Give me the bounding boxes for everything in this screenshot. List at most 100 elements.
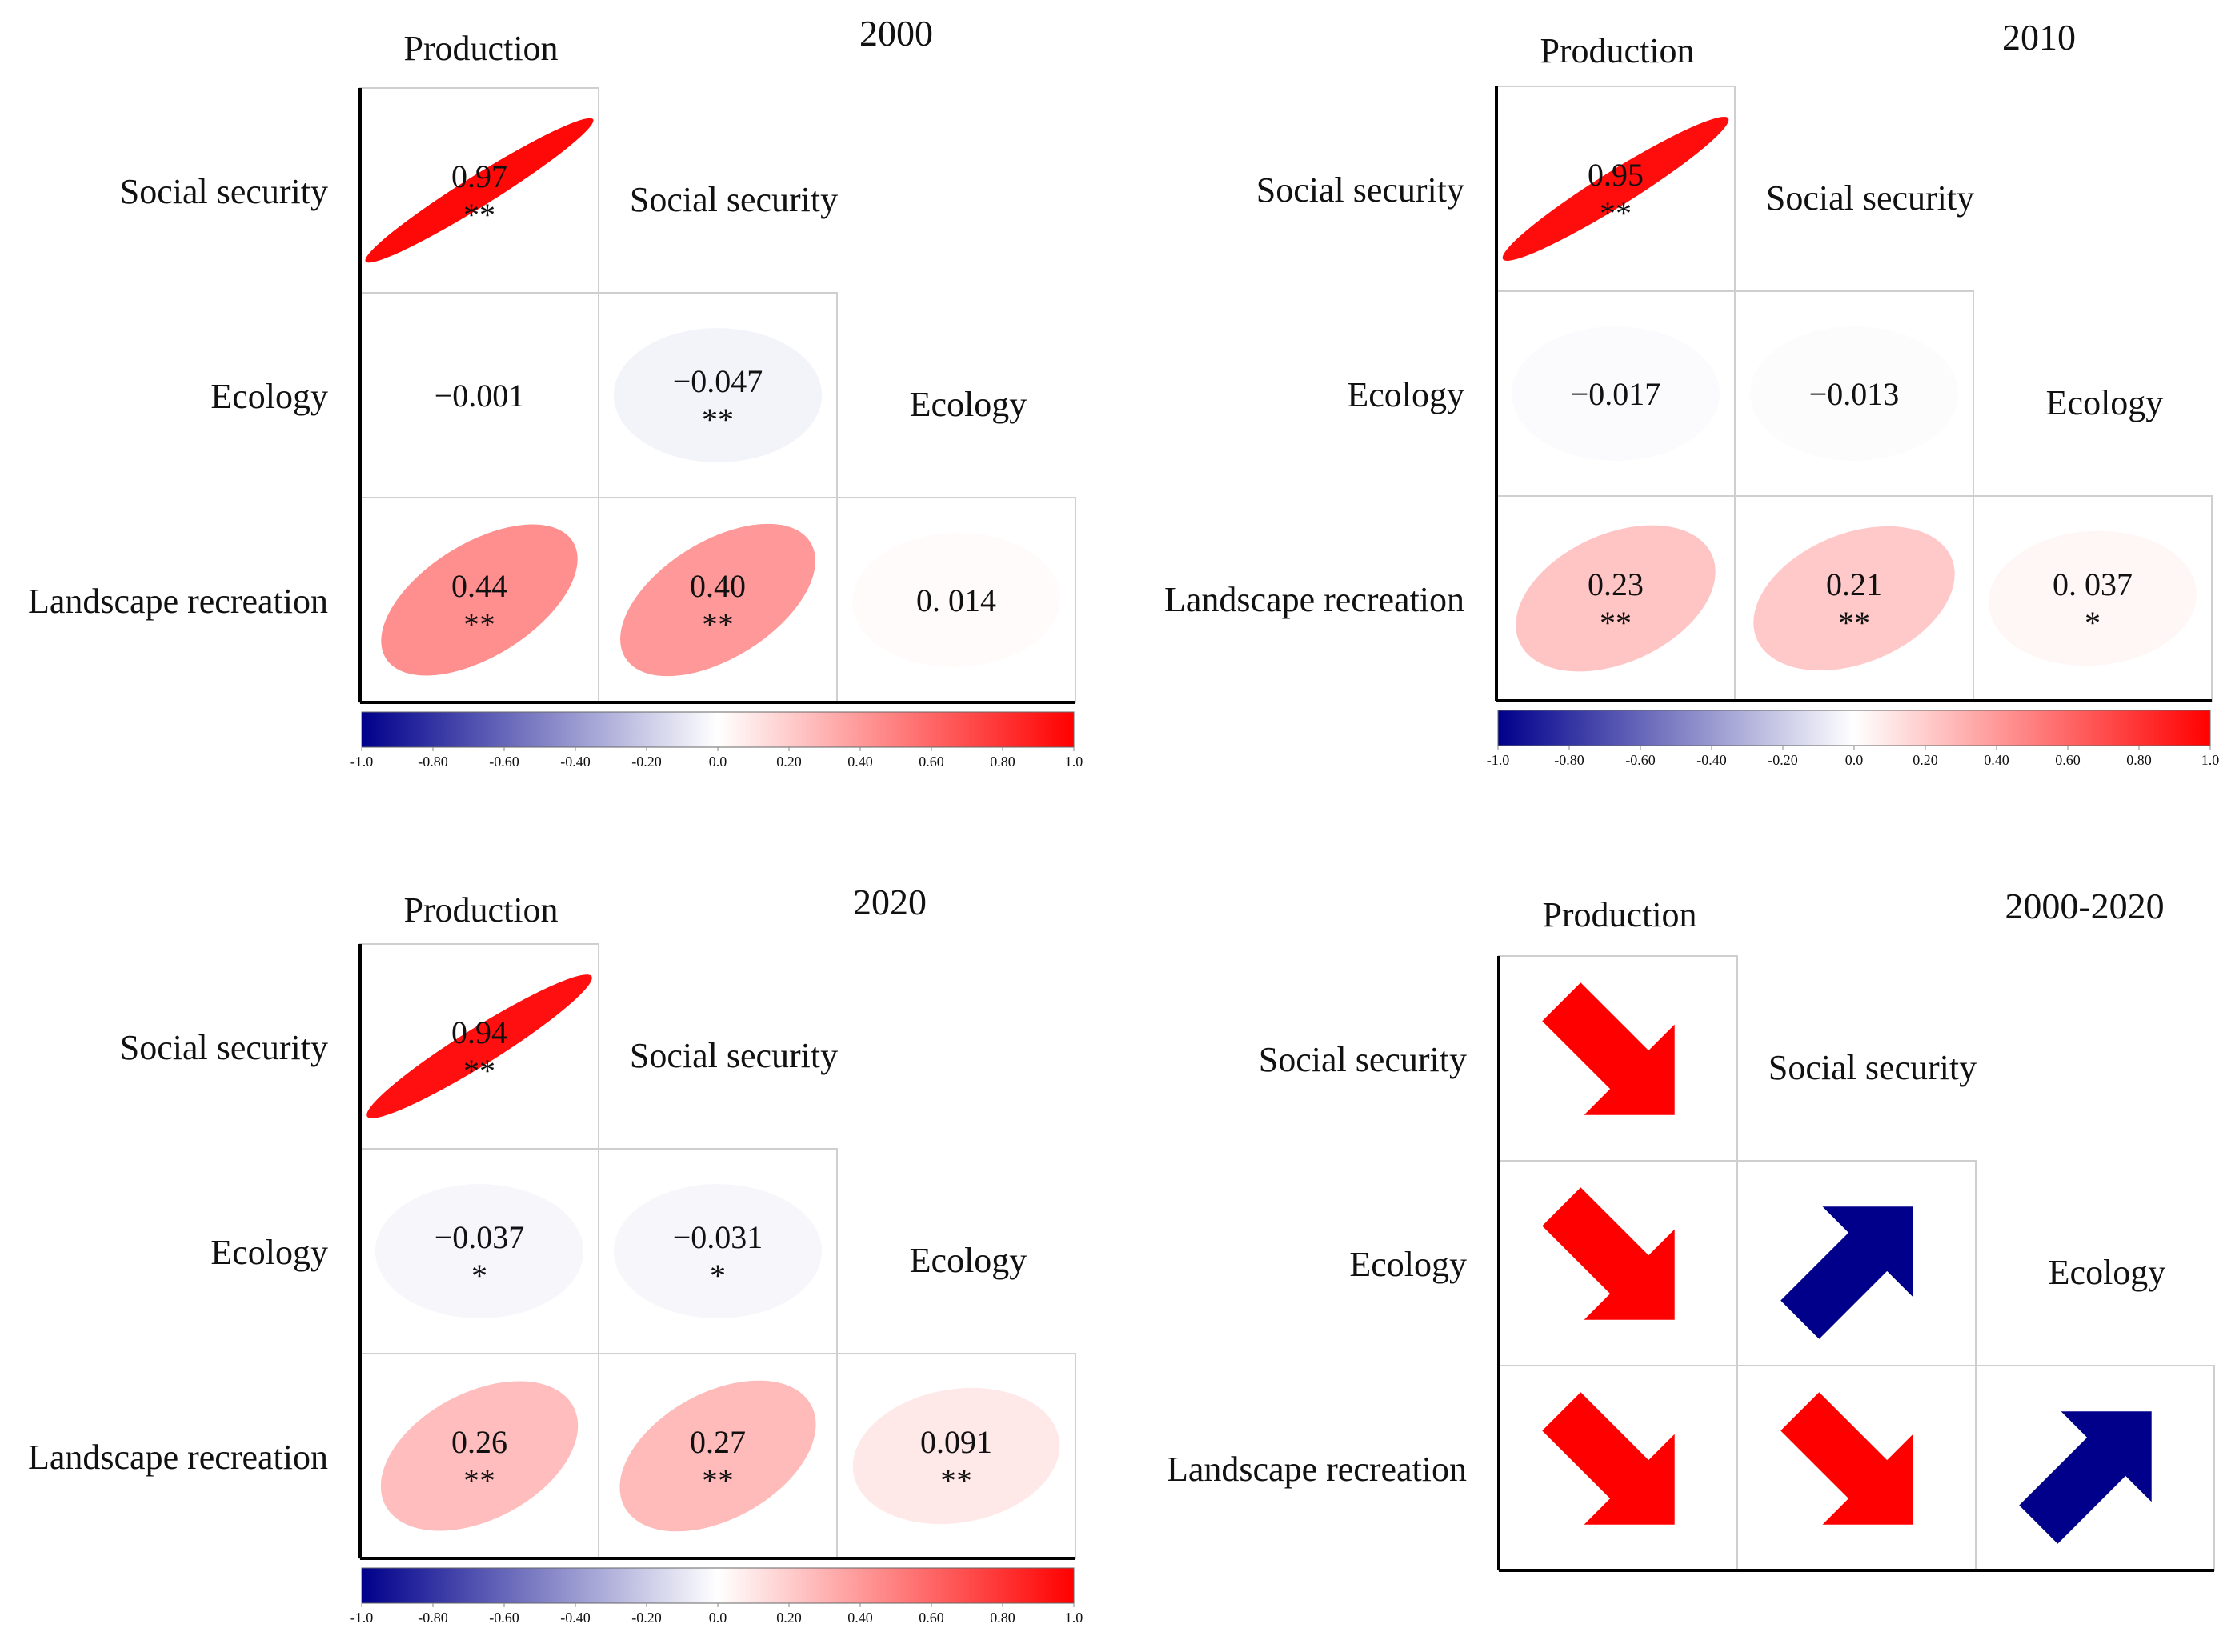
colorbar-tick-label: 0.20: [776, 754, 802, 770]
panel-2020: 2020 Production Social security Ecology Soci…: [28, 882, 1083, 1626]
colorbar: [1497, 710, 2211, 746]
colorbar-tick-label: -1.0: [350, 1610, 374, 1626]
colorbar-tick-label: 1.0: [1065, 1610, 1083, 1626]
diagonal-label-social-security: Social security: [1766, 178, 1974, 218]
row-label: Ecology: [1349, 1245, 1467, 1284]
correlation-ellipse: [1502, 117, 1729, 261]
correlation-value: 0. 014: [916, 582, 996, 618]
correlation-value: −0.017: [1571, 376, 1661, 412]
colorbar-tick-label: 0.0: [709, 1610, 727, 1626]
row-label: Ecology: [210, 1233, 328, 1272]
row-label: Landscape recreation: [28, 582, 328, 621]
significance-marker: *: [471, 1258, 487, 1294]
trend-arrow-up: [2019, 1411, 2152, 1544]
diagonal-label-social-security: Social security: [1768, 1048, 1977, 1087]
colorbar-tick-label: 0.40: [847, 1610, 873, 1626]
correlation-value: 0.94: [451, 1014, 507, 1050]
row-label: Landscape recreation: [1167, 1450, 1467, 1489]
colorbar-tick-label: 1.0: [1065, 754, 1083, 770]
correlation-ellipse: [620, 523, 815, 677]
diagonal-label-social-security: Social security: [630, 1036, 838, 1075]
trend-arrow-up: [1780, 1206, 1913, 1339]
panel-title: 2020: [853, 882, 927, 922]
colorbar-tick-label: -0.20: [631, 1610, 662, 1626]
panel-2000: 2000 Production Social security Ecology Soci…: [28, 13, 1083, 770]
significance-marker: *: [710, 1258, 726, 1294]
colorbar-tick-label: 0.60: [919, 754, 944, 770]
significance-marker: **: [1600, 195, 1632, 231]
colorbar-tick-label: 1.0: [2201, 752, 2220, 768]
colorbar-tick-label: 0.20: [1913, 752, 1938, 768]
correlation-ellipse: [852, 1387, 1060, 1525]
colorbar-tick-label: 0.0: [1845, 752, 1864, 768]
column-label-production: Production: [403, 890, 558, 930]
correlation-ellipse: [375, 1184, 584, 1318]
colorbar-tick-label: 0.0: [709, 754, 727, 770]
colorbar-tick-label: -1.0: [1487, 752, 1510, 768]
colorbar-tick-label: -0.60: [1625, 752, 1656, 768]
trend-arrow-down: [1542, 982, 1675, 1115]
colorbar-tick-label: -0.20: [1768, 752, 1798, 768]
colorbar-tick-label: -0.40: [560, 754, 591, 770]
significance-marker: **: [702, 606, 734, 642]
correlation-value: 0.97: [451, 158, 507, 194]
correlation-value: −0.031: [673, 1219, 763, 1255]
trend-arrow-down: [1542, 1392, 1675, 1525]
diagonal-label-ecology: Ecology: [2046, 383, 2164, 422]
colorbar-tick-label: -0.80: [418, 754, 448, 770]
colorbar-tick-label: -0.40: [1696, 752, 1727, 768]
significance-marker: **: [940, 1462, 972, 1498]
correlation-value: 0.23: [1588, 566, 1644, 602]
colorbar-tick-label: -1.0: [350, 754, 374, 770]
correlation-value: 0.26: [451, 1424, 507, 1460]
correlation-value: 0.21: [1826, 566, 1882, 602]
colorbar-tick-label: -0.60: [489, 1610, 519, 1626]
colorbar-tick-label: -0.80: [1554, 752, 1584, 768]
correlation-value: 0.44: [451, 568, 507, 604]
significance-marker: **: [1838, 605, 1870, 641]
colorbar-tick-label: 0.80: [990, 754, 1015, 770]
correlation-ellipse: [380, 1381, 579, 1531]
correlation-ellipse: [1753, 526, 1955, 671]
correlation-value: 0.40: [690, 568, 746, 604]
diagonal-label-ecology: Ecology: [910, 1241, 1027, 1280]
panel-2010: 2010 Production Social security Ecology Soci…: [1164, 17, 2219, 768]
row-label: Social security: [120, 172, 328, 211]
row-label: Landscape recreation: [1164, 580, 1464, 619]
significance-marker: **: [463, 1462, 495, 1498]
correlation-ellipse: [365, 118, 594, 263]
colorbar-tick-label: -0.40: [560, 1610, 591, 1626]
colorbar: [361, 711, 1075, 748]
row-label: Ecology: [210, 377, 328, 416]
correlation-value: 0.091: [920, 1424, 992, 1460]
trend-arrow-down: [1542, 1187, 1675, 1320]
significance-marker: **: [463, 197, 495, 233]
correlation-ellipse: [613, 328, 823, 462]
colorbar-tick-label: 0.40: [847, 754, 873, 770]
diagonal-label-social-security: Social security: [630, 180, 838, 219]
colorbar-tick-label: 0.40: [1984, 752, 2009, 768]
panel-title: 2000: [859, 13, 933, 54]
significance-marker: **: [1600, 605, 1632, 641]
colorbar-tick-label: 0.60: [919, 1610, 944, 1626]
significance-marker: *: [2085, 605, 2101, 641]
correlation-ellipse: [1516, 525, 1716, 672]
correlation-value: 0.95: [1588, 157, 1644, 193]
row-label: Ecology: [1347, 375, 1464, 414]
colorbar-tick-label: 0.80: [990, 1610, 1015, 1626]
colorbar-tick-label: -0.20: [631, 754, 662, 770]
correlation-ellipse: [1511, 326, 1720, 461]
significance-marker: **: [702, 1462, 734, 1498]
colorbar-tick-label: 0.60: [2055, 752, 2081, 768]
correlation-ellipse: [1749, 326, 1959, 461]
panel-2000-2020: 2000-2020 Production Social security Ecolog…: [1167, 886, 2215, 1572]
column-label-production: Production: [403, 29, 558, 68]
correlation-value: 0.27: [690, 1424, 746, 1460]
significance-marker: **: [463, 606, 495, 642]
correlation-value: 0. 037: [2053, 566, 2133, 602]
column-label-production: Production: [1542, 895, 1696, 934]
correlation-ellipse: [366, 974, 592, 1118]
correlation-ellipse: [852, 532, 1060, 668]
diagonal-label-ecology: Ecology: [910, 385, 1027, 424]
